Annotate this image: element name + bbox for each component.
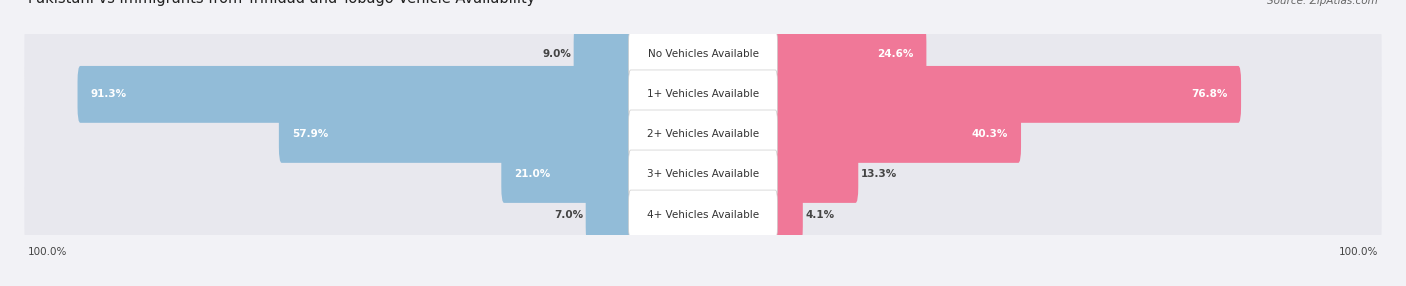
FancyBboxPatch shape [24, 100, 1382, 168]
FancyBboxPatch shape [772, 106, 1021, 163]
FancyBboxPatch shape [586, 186, 634, 243]
Text: Pakistani vs Immigrants from Trinidad and Tobago Vehicle Availability: Pakistani vs Immigrants from Trinidad an… [28, 0, 536, 6]
Text: 4+ Vehicles Available: 4+ Vehicles Available [647, 210, 759, 219]
FancyBboxPatch shape [24, 140, 1382, 208]
Text: 100.0%: 100.0% [1339, 247, 1378, 257]
Text: 76.8%: 76.8% [1192, 90, 1227, 99]
Text: Source: ZipAtlas.com: Source: ZipAtlas.com [1267, 0, 1378, 6]
FancyBboxPatch shape [772, 146, 858, 203]
FancyBboxPatch shape [24, 180, 1382, 249]
Text: 21.0%: 21.0% [515, 170, 551, 179]
Text: 1+ Vehicles Available: 1+ Vehicles Available [647, 90, 759, 99]
FancyBboxPatch shape [772, 186, 803, 243]
FancyBboxPatch shape [77, 66, 634, 123]
Text: 40.3%: 40.3% [972, 130, 1008, 139]
Text: 9.0%: 9.0% [543, 49, 571, 59]
Text: 24.6%: 24.6% [877, 49, 914, 59]
FancyBboxPatch shape [24, 20, 1382, 88]
FancyBboxPatch shape [628, 150, 778, 199]
FancyBboxPatch shape [628, 110, 778, 159]
Text: 13.3%: 13.3% [860, 170, 897, 179]
Text: 4.1%: 4.1% [806, 210, 835, 219]
Text: 57.9%: 57.9% [292, 130, 328, 139]
FancyBboxPatch shape [628, 190, 778, 239]
Text: 2+ Vehicles Available: 2+ Vehicles Available [647, 130, 759, 139]
FancyBboxPatch shape [574, 26, 634, 83]
Text: 3+ Vehicles Available: 3+ Vehicles Available [647, 170, 759, 179]
FancyBboxPatch shape [278, 106, 634, 163]
FancyBboxPatch shape [772, 66, 1241, 123]
Text: 91.3%: 91.3% [90, 90, 127, 99]
FancyBboxPatch shape [628, 30, 778, 79]
Text: No Vehicles Available: No Vehicles Available [648, 49, 758, 59]
Text: 100.0%: 100.0% [28, 247, 67, 257]
FancyBboxPatch shape [772, 26, 927, 83]
Text: 7.0%: 7.0% [554, 210, 583, 219]
FancyBboxPatch shape [628, 70, 778, 119]
FancyBboxPatch shape [24, 60, 1382, 128]
FancyBboxPatch shape [502, 146, 634, 203]
